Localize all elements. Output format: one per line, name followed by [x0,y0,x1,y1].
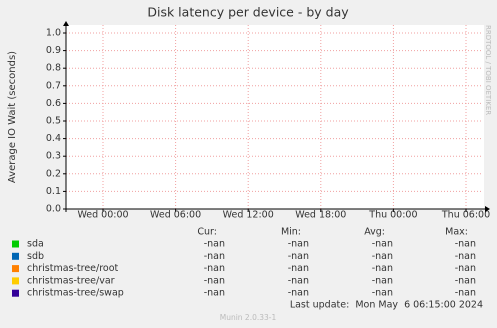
legend-column-header: Avg: [364,227,385,238]
x-tick-label: Thu 06:00 [441,210,490,221]
legend-column-header: Max: [445,227,468,238]
y-tick-label: 0.8 [46,63,61,74]
legend-stat: -nan [372,263,393,274]
x-tick-label: Thu 00:00 [368,210,417,221]
y-tick-label: 0.9 [46,45,61,56]
y-axis-arrow [63,21,69,26]
legend-column-header: Min: [281,227,301,238]
last-update: Last update: Mon May 6 06:15:00 2024 [290,300,483,311]
legend-swatch [12,252,19,260]
legend-stat: -nan [288,275,309,286]
legend-stat: -nan [455,263,476,274]
legend-stat: -nan [288,239,309,250]
legend-stat: -nan [204,263,225,274]
x-tick-label: Wed 18:00 [295,210,346,221]
x-tick-label: Wed 12:00 [223,210,274,221]
legend-stat: -nan [204,275,225,286]
legend-label: christmas-tree/var [27,275,115,286]
legend-label: sdb [27,251,44,262]
side-text: RRDTOOL / TOBI OETIKER [484,25,492,115]
legend-stat: -nan [455,275,476,286]
legend-stat: -nan [204,239,225,250]
y-tick-label: 0.3 [46,151,61,162]
legend-label: christmas-tree/root [27,263,119,274]
x-tick-label: Wed 06:00 [150,210,201,221]
legend-label: sda [27,239,44,250]
legend-stat: -nan [288,263,309,274]
legend-stat: -nan [455,239,476,250]
y-tick-label: 0.5 [46,116,61,127]
y-tick-label: 0.1 [46,186,61,197]
x-axis-arrow [485,206,490,212]
y-tick-label: 0.7 [46,80,61,91]
y-tick-label: 0.4 [46,133,61,144]
legend-column-header: Cur: [197,227,217,238]
legend-stat: -nan [288,251,309,262]
legend-swatch [12,265,19,273]
legend-stat: -nan [204,288,225,299]
legend-swatch [12,289,19,297]
legend-stat: -nan [372,275,393,286]
legend-label: christmas-tree/swap [27,288,124,299]
legend-swatch [12,240,19,248]
legend-stat: -nan [204,251,225,262]
plot-area [66,25,484,209]
y-tick-label: 0.0 [46,204,61,215]
y-tick-label: 0.6 [46,98,61,109]
legend-swatch [12,277,19,285]
legend-stat: -nan [372,288,393,299]
legend-stat: -nan [372,239,393,250]
footer: Munin 2.0.33-1 [220,313,277,322]
legend-stat: -nan [288,288,309,299]
y-tick-label: 1.0 [46,28,61,39]
chart-title: Disk latency per device - by day [147,5,349,20]
y-axis-label: Average IO Wait (seconds) [7,51,18,183]
legend-stat: -nan [455,288,476,299]
x-tick-label: Wed 00:00 [77,210,128,221]
y-tick-label: 0.2 [46,168,61,179]
legend-stat: -nan [455,251,476,262]
legend-stat: -nan [372,251,393,262]
